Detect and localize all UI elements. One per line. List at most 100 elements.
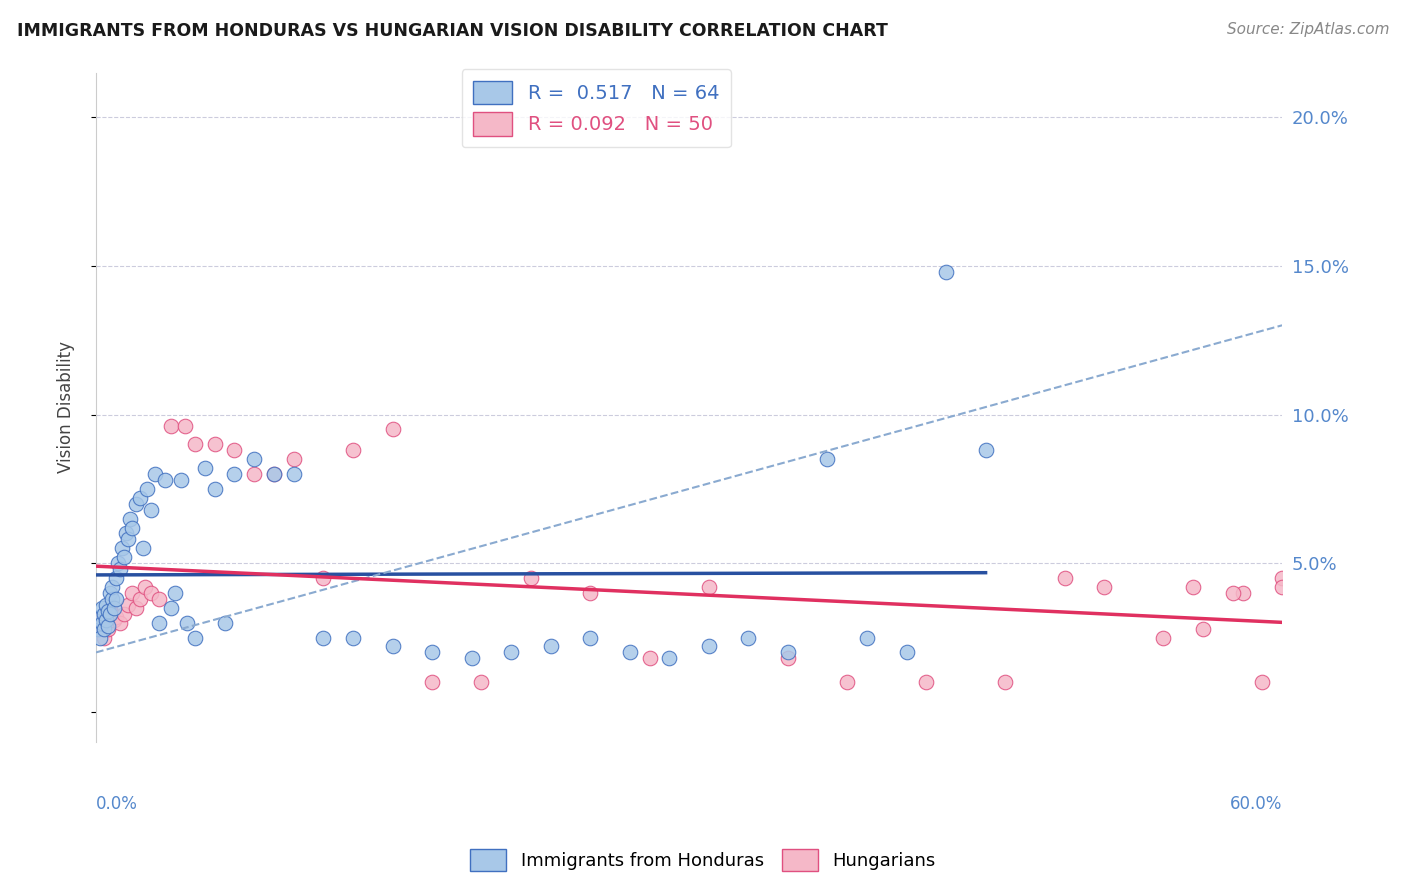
Point bbox=[837, 675, 859, 690]
Legend: R =  0.517   N = 64, R = 0.092   N = 50: R = 0.517 N = 64, R = 0.092 N = 50 bbox=[461, 69, 731, 147]
Point bbox=[91, 600, 114, 615]
Point bbox=[117, 598, 139, 612]
Point bbox=[111, 541, 134, 556]
Point bbox=[194, 461, 217, 475]
Point bbox=[94, 598, 117, 612]
Point bbox=[579, 631, 602, 645]
Point bbox=[935, 265, 957, 279]
Point bbox=[128, 591, 150, 606]
Text: 0.0%: 0.0% bbox=[96, 795, 138, 814]
Point bbox=[104, 571, 127, 585]
Point bbox=[420, 645, 443, 659]
Point bbox=[263, 467, 285, 481]
Point bbox=[817, 452, 839, 467]
Point bbox=[141, 502, 163, 516]
Point bbox=[214, 615, 236, 630]
Point bbox=[93, 631, 115, 645]
Point bbox=[108, 562, 131, 576]
Point bbox=[104, 591, 127, 606]
Point bbox=[501, 645, 523, 659]
Point bbox=[342, 443, 364, 458]
Point bbox=[97, 604, 120, 618]
Point bbox=[776, 651, 799, 665]
Point bbox=[132, 541, 155, 556]
Point bbox=[1232, 586, 1254, 600]
Legend: Immigrants from Honduras, Hungarians: Immigrants from Honduras, Hungarians bbox=[463, 842, 943, 879]
Point bbox=[101, 591, 124, 606]
Point bbox=[118, 511, 141, 525]
Point bbox=[204, 482, 226, 496]
Point bbox=[540, 640, 562, 654]
Point bbox=[160, 600, 183, 615]
Point bbox=[520, 571, 543, 585]
Point bbox=[342, 631, 364, 645]
Point bbox=[994, 675, 1017, 690]
Point bbox=[112, 607, 135, 621]
Point bbox=[896, 645, 918, 659]
Point bbox=[174, 419, 197, 434]
Point bbox=[697, 580, 720, 594]
Point bbox=[148, 615, 170, 630]
Point bbox=[117, 533, 139, 547]
Point bbox=[312, 571, 335, 585]
Point bbox=[101, 607, 124, 621]
Point bbox=[1271, 571, 1294, 585]
Point bbox=[94, 613, 117, 627]
Point bbox=[91, 609, 114, 624]
Point bbox=[312, 631, 335, 645]
Point bbox=[974, 443, 997, 458]
Text: 60.0%: 60.0% bbox=[1230, 795, 1282, 814]
Point bbox=[134, 580, 156, 594]
Point bbox=[224, 443, 246, 458]
Point bbox=[184, 437, 207, 451]
Point bbox=[98, 600, 121, 615]
Point bbox=[1153, 631, 1175, 645]
Point bbox=[160, 419, 183, 434]
Point bbox=[114, 526, 136, 541]
Point bbox=[776, 645, 799, 659]
Point bbox=[243, 467, 266, 481]
Point bbox=[101, 580, 124, 594]
Point bbox=[697, 640, 720, 654]
Point bbox=[143, 467, 166, 481]
Point bbox=[204, 437, 226, 451]
Point bbox=[87, 615, 110, 630]
Point bbox=[470, 675, 492, 690]
Point bbox=[103, 600, 125, 615]
Point bbox=[98, 607, 121, 621]
Point bbox=[1251, 675, 1274, 690]
Point bbox=[243, 452, 266, 467]
Point bbox=[97, 622, 120, 636]
Point bbox=[148, 591, 170, 606]
Point bbox=[915, 675, 938, 690]
Point bbox=[184, 631, 207, 645]
Point bbox=[112, 550, 135, 565]
Point bbox=[91, 615, 114, 630]
Point bbox=[93, 607, 115, 621]
Point bbox=[381, 422, 404, 436]
Point bbox=[170, 473, 193, 487]
Point bbox=[579, 586, 602, 600]
Y-axis label: Vision Disability: Vision Disability bbox=[58, 341, 75, 473]
Point bbox=[460, 651, 482, 665]
Point bbox=[89, 622, 111, 636]
Point bbox=[165, 586, 187, 600]
Point bbox=[93, 622, 115, 636]
Point bbox=[658, 651, 681, 665]
Text: IMMIGRANTS FROM HONDURAS VS HUNGARIAN VISION DISABILITY CORRELATION CHART: IMMIGRANTS FROM HONDURAS VS HUNGARIAN VI… bbox=[17, 22, 887, 40]
Point bbox=[121, 520, 143, 534]
Point bbox=[283, 467, 305, 481]
Point bbox=[124, 497, 146, 511]
Point bbox=[638, 651, 661, 665]
Point bbox=[1092, 580, 1115, 594]
Point bbox=[737, 631, 759, 645]
Point bbox=[121, 586, 143, 600]
Point bbox=[263, 467, 285, 481]
Point bbox=[89, 631, 111, 645]
Point bbox=[104, 609, 127, 624]
Point bbox=[176, 615, 198, 630]
Point bbox=[856, 631, 879, 645]
Point bbox=[1192, 622, 1215, 636]
Point bbox=[1222, 586, 1244, 600]
Point bbox=[89, 609, 111, 624]
